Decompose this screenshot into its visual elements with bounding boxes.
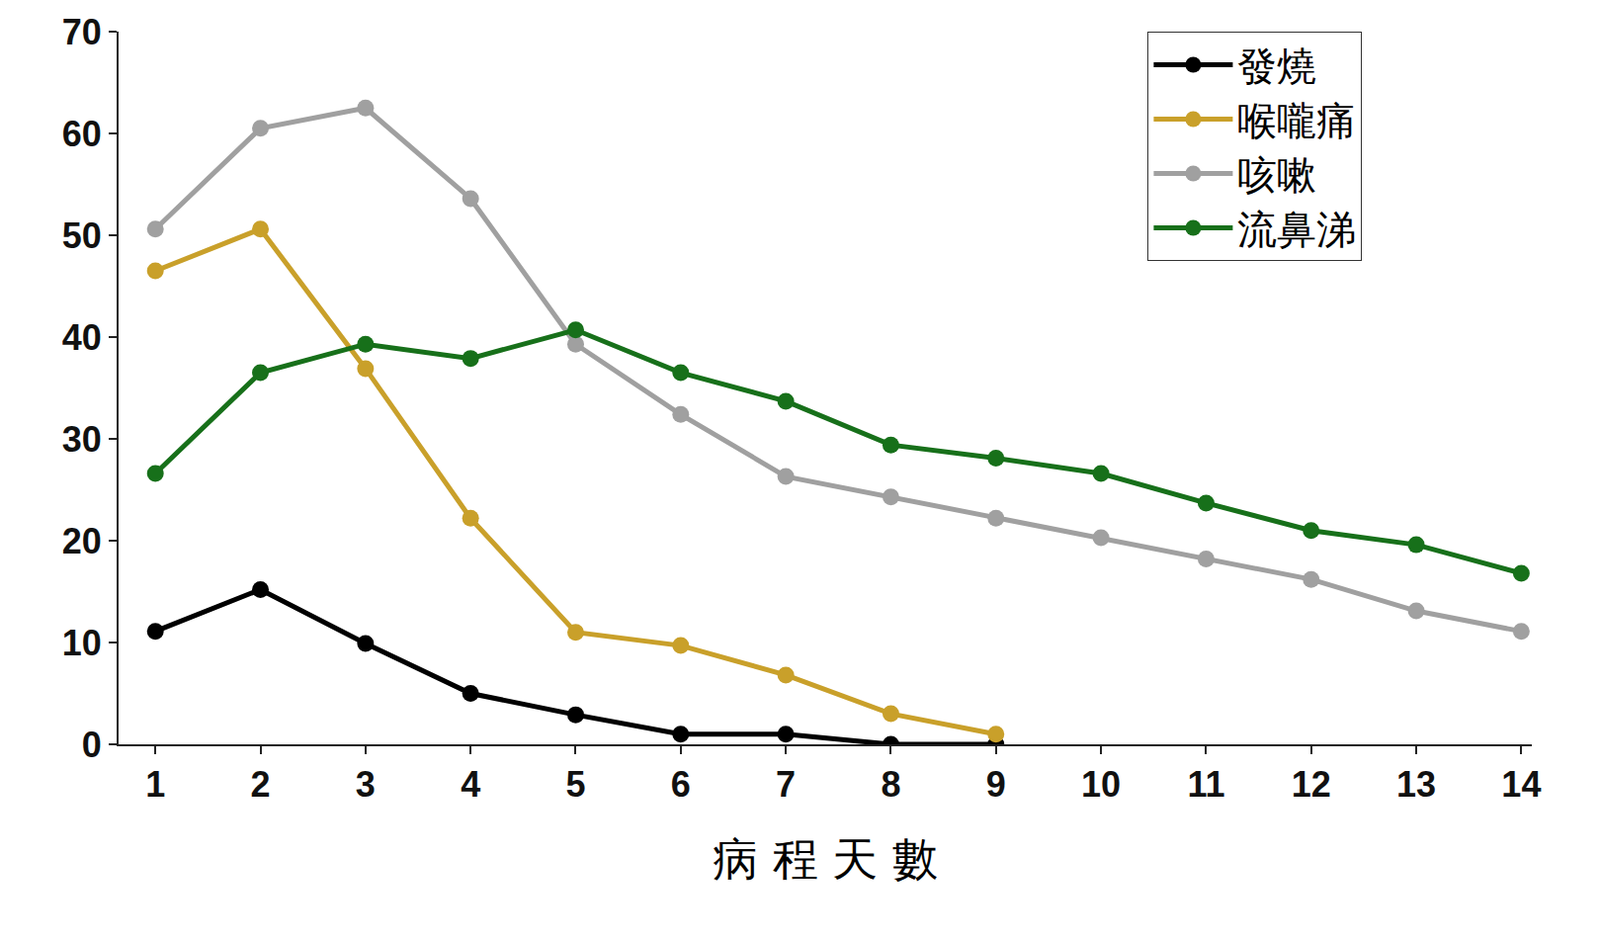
svg-text:40: 40 — [62, 317, 102, 358]
svg-text:病 程 天 數: 病 程 天 數 — [712, 832, 938, 886]
svg-text:4: 4 — [460, 763, 481, 805]
svg-text:1: 1 — [145, 763, 166, 805]
svg-text:8: 8 — [880, 763, 901, 805]
svg-text:11: 11 — [1186, 763, 1225, 805]
svg-text:9: 9 — [986, 763, 1007, 805]
svg-text:喉嚨痛: 喉嚨痛 — [1237, 97, 1356, 144]
svg-text:20: 20 — [62, 520, 102, 562]
svg-text:0: 0 — [82, 724, 102, 765]
svg-text:12: 12 — [1291, 763, 1332, 805]
svg-text:2: 2 — [251, 763, 271, 805]
svg-text:50: 50 — [62, 215, 102, 256]
svg-text:14: 14 — [1501, 763, 1541, 805]
svg-text:5: 5 — [565, 763, 586, 805]
svg-text:發燒: 發燒 — [1237, 43, 1317, 89]
svg-text:3: 3 — [355, 763, 376, 805]
svg-text:10: 10 — [62, 622, 102, 664]
svg-text:7: 7 — [775, 763, 796, 805]
svg-text:咳嗽: 咳嗽 — [1237, 152, 1317, 198]
svg-text:流鼻涕: 流鼻涕 — [1237, 206, 1356, 253]
svg-text:70: 70 — [62, 11, 102, 53]
svg-text:6: 6 — [671, 763, 691, 805]
svg-text:13: 13 — [1396, 763, 1436, 805]
svg-text:30: 30 — [62, 419, 102, 460]
svg-text:60: 60 — [62, 113, 102, 155]
svg-text:10: 10 — [1081, 763, 1121, 805]
